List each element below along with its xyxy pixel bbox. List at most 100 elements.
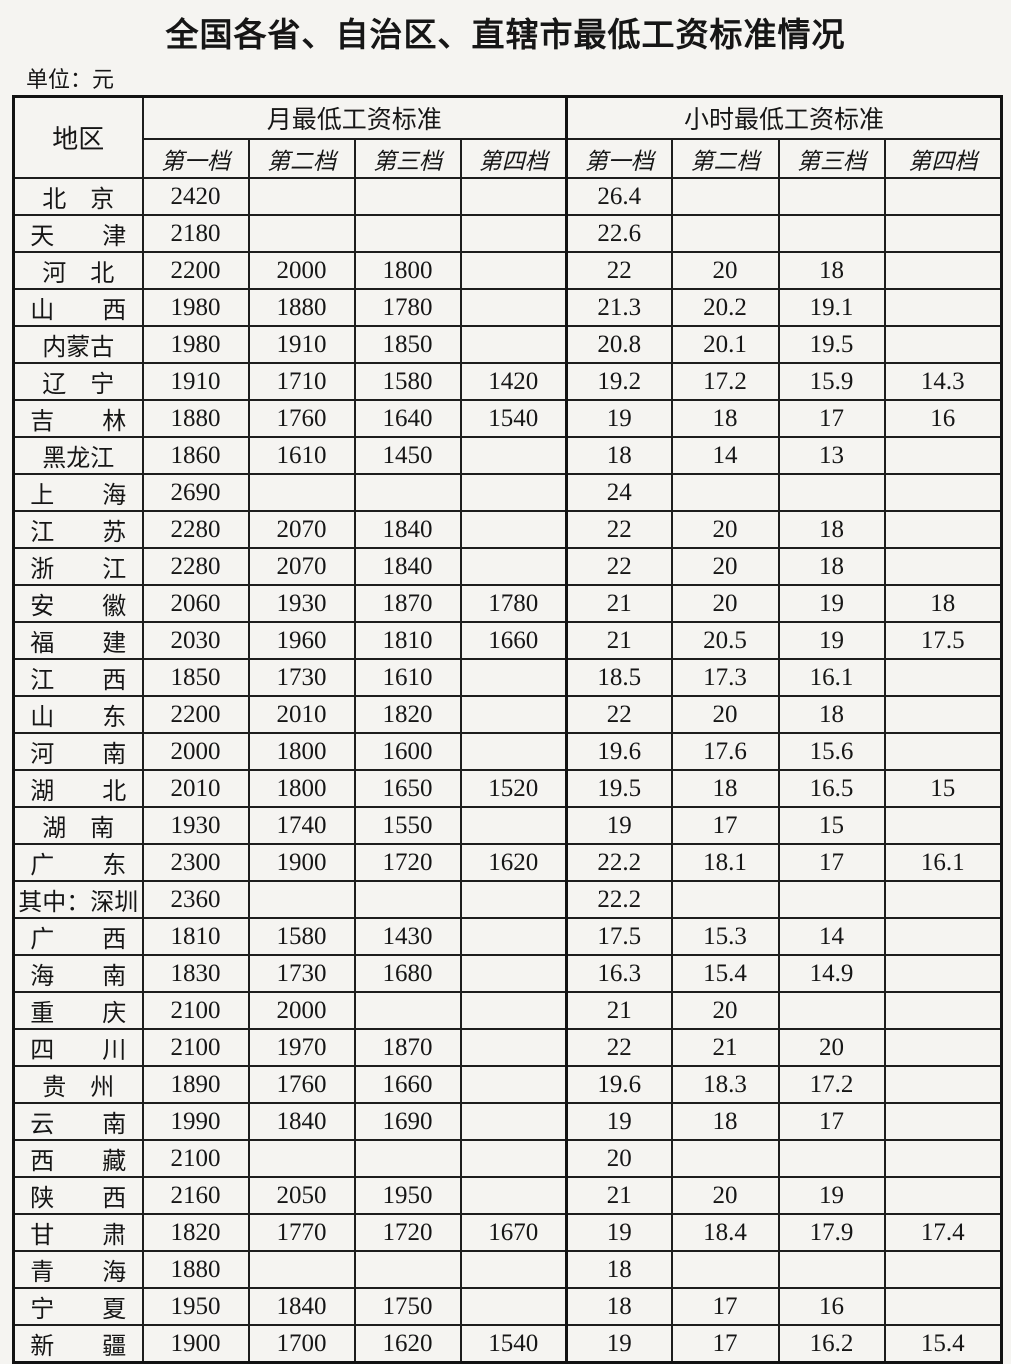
hourly-tier4-value-cell <box>883 288 1003 327</box>
region-cell: 河 南 <box>12 732 144 771</box>
hourly-tier3-value-cell: 14 <box>777 917 886 956</box>
monthly-tier1-value-cell: 1990 <box>141 1102 250 1141</box>
hourly-tier1-value-cell: 17.5 <box>565 917 673 956</box>
monthly-tier1-value-cell: 1900 <box>141 1324 250 1364</box>
region-cell: 四 川 <box>12 1028 144 1067</box>
hourly-tier4-value-cell <box>883 991 1003 1030</box>
region-cell: 北 京 <box>12 177 144 216</box>
hourly-tier4-value-cell <box>883 325 1003 364</box>
monthly-tier1-value-cell: 2000 <box>141 732 250 771</box>
hourly-tier1-value-cell: 22 <box>565 251 673 290</box>
monthly-tier2-value-cell: 1800 <box>247 769 356 808</box>
hourly-tier3-value-cell <box>777 473 886 512</box>
hourly-tier2-value-cell <box>670 880 780 919</box>
table-row: 海 南 1830 1730 1680 16.3 15.4 14.9 <box>12 954 1003 993</box>
monthly-tier2-value-cell: 1730 <box>247 954 356 993</box>
hourly-tier4-value-cell <box>883 436 1003 475</box>
monthly-tier3-value-cell: 1780 <box>353 288 462 327</box>
hourly-tier3-value-cell: 16 <box>777 1287 886 1326</box>
monthly-tier1-value-cell: 2280 <box>141 547 250 586</box>
table-row: 湖 北 2010 1800 1650 1520 19.5 18 16.5 15 <box>12 769 1003 808</box>
monthly-tier4-value-cell <box>459 880 568 919</box>
hourly-tier2-value-cell: 17 <box>670 806 780 845</box>
monthly-tier4-value-cell <box>459 251 568 290</box>
table-row: 湖 南 1930 1740 1550 19 17 15 <box>12 806 1003 845</box>
region-cell: 其中：深圳 <box>12 880 144 919</box>
monthly-tier1-header: 第一档 <box>141 138 250 179</box>
hourly-tier1-value-cell: 22.2 <box>565 843 673 882</box>
monthly-tier3-value-cell: 1850 <box>353 325 462 364</box>
monthly-tier1-value-cell: 2200 <box>141 695 250 734</box>
monthly-tier4-value-cell <box>459 695 568 734</box>
hourly-tier2-value-cell: 20 <box>670 510 780 549</box>
hourly-tier2-value-cell: 21 <box>670 1028 780 1067</box>
table-row: 福 建 2030 1960 1810 1660 21 20.5 19 17.5 <box>12 621 1003 660</box>
hourly-tier2-value-cell: 20 <box>670 251 780 290</box>
hourly-tier4-value-cell <box>883 1028 1003 1067</box>
hourly-tier3-value-cell <box>777 1139 886 1178</box>
hourly-tier4-value-cell <box>883 510 1003 549</box>
region-cell: 辽 宁 <box>12 362 144 401</box>
monthly-tier2-value-cell <box>247 880 356 919</box>
table-row: 内蒙古 1980 1910 1850 20.8 20.1 19.5 <box>12 325 1003 364</box>
hourly-tier1-value-cell: 22.2 <box>565 880 673 919</box>
table-row: 青 海 1880 18 <box>12 1250 1003 1289</box>
monthly-tier4-value-cell <box>459 806 568 845</box>
region-cell: 重 庆 <box>12 991 144 1030</box>
monthly-tier1-value-cell: 2690 <box>141 473 250 512</box>
hourly-tier1-value-cell: 21 <box>565 584 673 623</box>
region-cell: 广 西 <box>12 917 144 956</box>
monthly-tier3-value-cell: 1430 <box>353 917 462 956</box>
monthly-tier2-value-cell: 2070 <box>247 547 356 586</box>
region-cell: 福 建 <box>12 621 144 660</box>
monthly-tier1-value-cell: 1860 <box>141 436 250 475</box>
region-cell: 山 东 <box>12 695 144 734</box>
monthly-tier3-value-cell <box>353 177 462 216</box>
region-cell: 湖 北 <box>12 769 144 808</box>
monthly-tier2-value-cell: 1800 <box>247 732 356 771</box>
monthly-tier3-value-cell: 1620 <box>353 1324 462 1364</box>
hourly-tier2-value-cell <box>670 177 780 216</box>
hourly-tier4-value-cell <box>883 880 1003 919</box>
table-row: 吉 林 1880 1760 1640 1540 19 18 17 16 <box>12 399 1003 438</box>
table-row: 其中：深圳 2360 22.2 <box>12 880 1003 919</box>
monthly-tier1-value-cell: 1820 <box>141 1213 250 1252</box>
hourly-tier2-value-cell: 15.3 <box>670 917 780 956</box>
hourly-tier1-value-cell: 21 <box>565 1176 673 1215</box>
hourly-tier1-value-cell: 18 <box>565 1250 673 1289</box>
hourly-tier2-value-cell: 18.1 <box>670 843 780 882</box>
hourly-tier3-header: 第三档 <box>777 138 886 179</box>
hourly-tier3-value-cell: 19 <box>777 584 886 623</box>
monthly-tier4-value-cell: 1520 <box>459 769 568 808</box>
region-cell: 河 北 <box>12 251 144 290</box>
hourly-tier4-value-cell <box>883 732 1003 771</box>
hourly-group-header: 小时最低工资标准 <box>565 95 1003 140</box>
monthly-tier3-header: 第三档 <box>353 138 462 179</box>
monthly-tier4-value-cell: 1540 <box>459 399 568 438</box>
hourly-tier1-value-cell: 22 <box>565 547 673 586</box>
hourly-tier3-value-cell: 18 <box>777 510 886 549</box>
monthly-tier2-value-cell: 1900 <box>247 843 356 882</box>
monthly-tier3-value-cell: 1840 <box>353 547 462 586</box>
region-cell: 江 苏 <box>12 510 144 549</box>
monthly-tier1-value-cell: 2200 <box>141 251 250 290</box>
hourly-tier3-value-cell: 17 <box>777 399 886 438</box>
monthly-tier1-value-cell: 2030 <box>141 621 250 660</box>
region-cell: 江 西 <box>12 658 144 697</box>
hourly-tier1-value-cell: 22.6 <box>565 214 673 253</box>
monthly-tier2-value-cell: 1610 <box>247 436 356 475</box>
hourly-tier2-value-cell <box>670 473 780 512</box>
monthly-tier3-value-cell <box>353 214 462 253</box>
hourly-tier3-value-cell <box>777 880 886 919</box>
hourly-tier2-value-cell: 20.2 <box>670 288 780 327</box>
monthly-tier2-value-cell: 1700 <box>247 1324 356 1364</box>
hourly-tier4-value-cell: 14.3 <box>883 362 1003 401</box>
monthly-tier2-value-cell: 1580 <box>247 917 356 956</box>
monthly-tier3-value-cell: 1680 <box>353 954 462 993</box>
monthly-tier2-value-cell: 1760 <box>247 399 356 438</box>
table-row: 北 京 2420 26.4 <box>12 177 1003 216</box>
monthly-tier3-value-cell: 1690 <box>353 1102 462 1141</box>
monthly-tier1-value-cell: 2420 <box>141 177 250 216</box>
hourly-tier1-value-cell: 22 <box>565 695 673 734</box>
hourly-tier2-value-cell: 20.5 <box>670 621 780 660</box>
